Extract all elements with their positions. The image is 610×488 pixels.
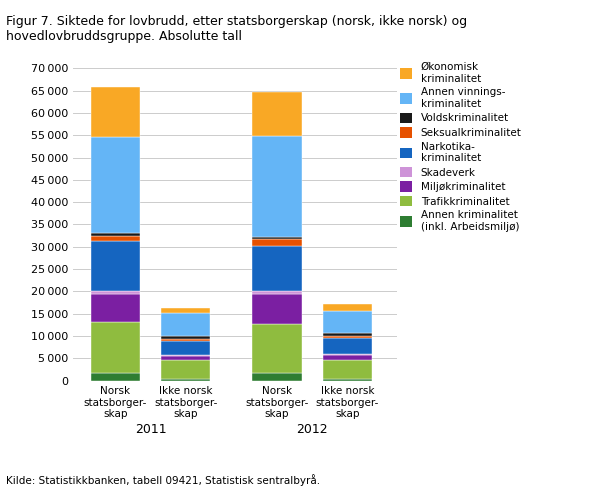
- Bar: [253, 373, 301, 381]
- Bar: [91, 137, 140, 233]
- Bar: [161, 356, 210, 360]
- Bar: [161, 379, 210, 381]
- Text: 2011: 2011: [135, 423, 167, 436]
- Bar: [91, 241, 140, 291]
- Bar: [91, 322, 140, 373]
- Bar: [91, 233, 140, 236]
- Bar: [161, 308, 210, 313]
- Bar: [253, 237, 301, 239]
- Bar: [91, 294, 140, 322]
- Bar: [253, 239, 301, 246]
- Bar: [161, 313, 210, 336]
- Bar: [91, 236, 140, 241]
- Text: Figur 7. Siktede for lovbrudd, etter statsborgerskap (norsk, ikke norsk) og
hove: Figur 7. Siktede for lovbrudd, etter sta…: [6, 15, 467, 42]
- Bar: [161, 360, 210, 379]
- Bar: [161, 336, 210, 339]
- Text: Kilde: Statistikkbanken, tabell 09421, Statistisk sentralbyrå.: Kilde: Statistikkbanken, tabell 09421, S…: [6, 474, 320, 486]
- Bar: [323, 355, 372, 360]
- Bar: [323, 354, 372, 355]
- Bar: [253, 136, 301, 237]
- Bar: [253, 294, 301, 324]
- Bar: [253, 290, 301, 294]
- Text: 2012: 2012: [296, 423, 328, 436]
- Bar: [323, 333, 372, 336]
- Bar: [91, 373, 140, 381]
- Bar: [323, 360, 372, 379]
- Bar: [323, 304, 372, 310]
- Bar: [91, 87, 140, 137]
- Bar: [161, 341, 210, 355]
- Bar: [91, 291, 140, 294]
- Bar: [323, 379, 372, 381]
- Bar: [161, 339, 210, 341]
- Bar: [253, 324, 301, 373]
- Bar: [323, 310, 372, 333]
- Legend: Økonomisk
kriminalitet, Annen vinnings-
kriminalitet, Voldskriminalitet, Seksual: Økonomisk kriminalitet, Annen vinnings- …: [400, 62, 522, 232]
- Bar: [323, 336, 372, 338]
- Bar: [253, 246, 301, 290]
- Bar: [253, 92, 301, 136]
- Bar: [323, 338, 372, 354]
- Bar: [161, 355, 210, 356]
